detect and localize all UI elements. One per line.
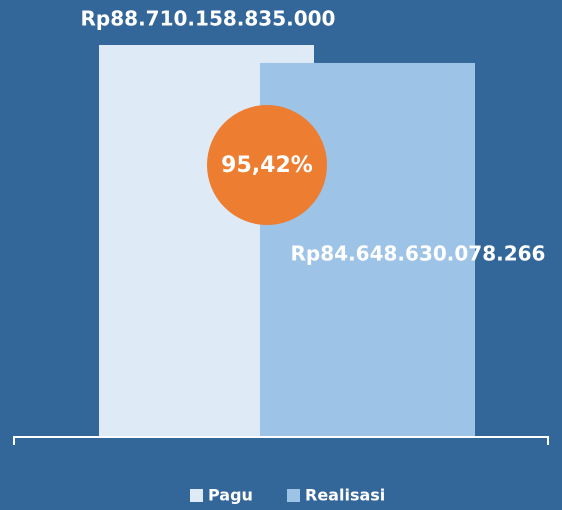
value-label: Rp84.648.630.078.266 [291,242,546,266]
legend-swatch [287,489,300,502]
percent-label: 95,42% [221,153,313,178]
legend-label: Pagu [208,486,253,505]
value-label: Rp88.710.158.835.000 [81,7,336,31]
labels: Rp88.710.158.835.000 Rp84.648.630.078.266… [81,7,546,505]
axis-line [13,436,549,445]
legend-label: Realisasi [305,486,385,505]
legend-swatch [190,489,203,502]
percent-badge [207,105,327,225]
